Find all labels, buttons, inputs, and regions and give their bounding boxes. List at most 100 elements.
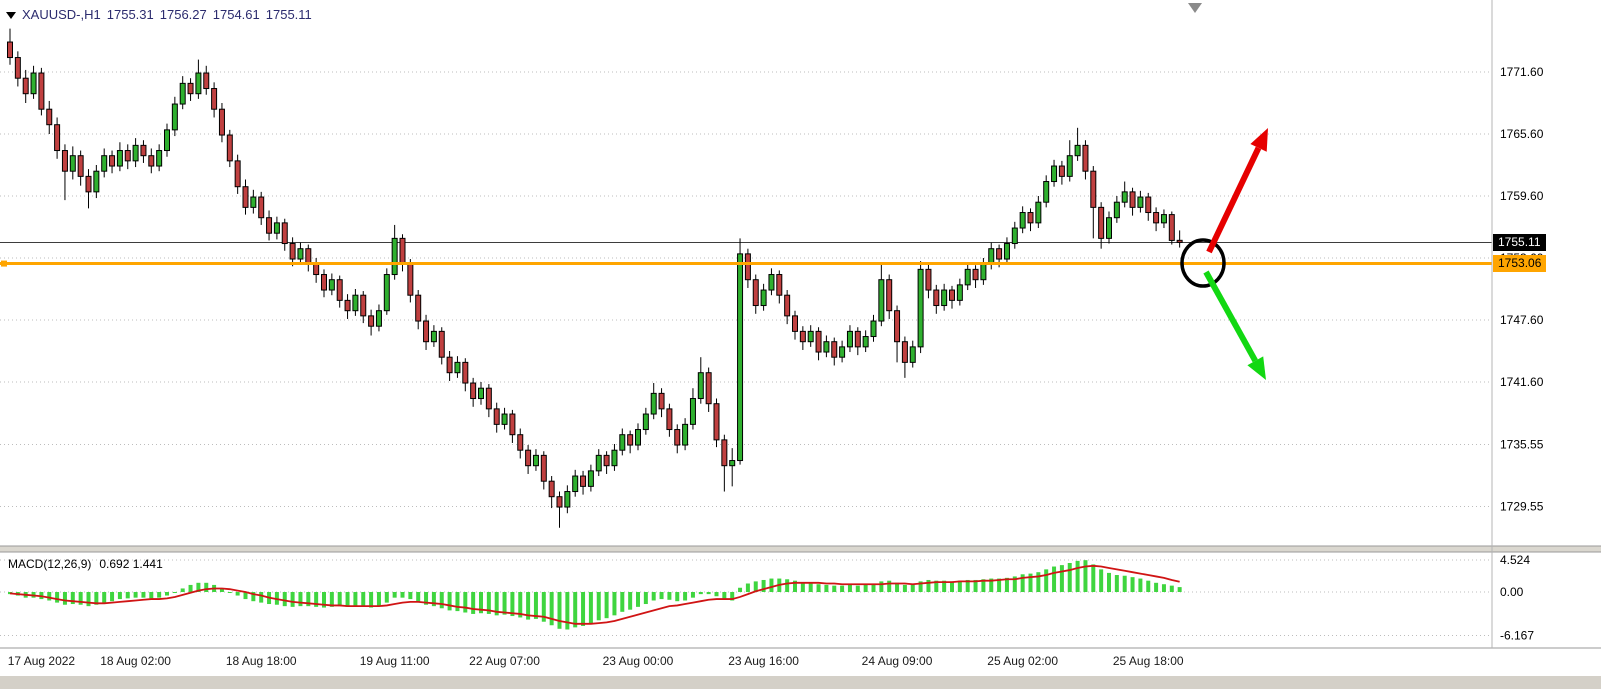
symbol-timeframe: XAUUSD-,H1 xyxy=(22,7,101,22)
macd-histogram-bar xyxy=(643,592,648,605)
macd-histogram-bar xyxy=(730,592,735,601)
macd-histogram-bar xyxy=(165,592,169,596)
bull-candle xyxy=(650,392,657,415)
macd-histogram-bar xyxy=(526,592,531,620)
macd-histogram-bar xyxy=(353,592,358,607)
bull-candle xyxy=(1160,214,1167,224)
bear-candle xyxy=(925,268,932,291)
macd-histogram-bar xyxy=(243,592,248,600)
bull-candle xyxy=(1113,201,1120,219)
bear-candle xyxy=(258,196,265,219)
bear-candle xyxy=(109,155,116,167)
macd-histogram-bar xyxy=(895,582,900,592)
macd-histogram-bar xyxy=(541,592,546,622)
bear-candle xyxy=(423,320,430,343)
bull-candle xyxy=(1066,155,1073,177)
macd-axis-label: 4.524 xyxy=(1500,553,1530,567)
macd-histogram-bar xyxy=(1059,565,1064,592)
macd-histogram-bar xyxy=(604,592,609,619)
bear-candle xyxy=(234,160,241,188)
bear-candle xyxy=(799,330,806,343)
bear-candle xyxy=(266,217,273,234)
bull-candle xyxy=(195,72,202,95)
bear-candle xyxy=(22,77,29,95)
bear-candle xyxy=(792,315,798,332)
macd-histogram-bar xyxy=(47,592,52,601)
macd-histogram-bar xyxy=(125,592,130,599)
bear-candle xyxy=(705,372,712,405)
bear-candle xyxy=(784,294,791,317)
bull-candle xyxy=(171,103,178,131)
bear-candle xyxy=(493,408,500,425)
bull-candle xyxy=(273,222,280,234)
bull-candle xyxy=(391,237,398,276)
bull-candle xyxy=(768,274,775,291)
bull-candle xyxy=(917,268,924,348)
price-axis-label: 1771.60 xyxy=(1500,65,1544,79)
bear-candle xyxy=(462,361,469,384)
bull-candle xyxy=(682,423,689,446)
pane-splitter[interactable] xyxy=(0,546,1601,552)
bull-candle xyxy=(375,310,382,327)
bear-candle xyxy=(124,150,131,162)
bull-candle xyxy=(1011,227,1018,245)
macd-histogram-bar xyxy=(745,583,750,592)
macd-histogram-bar xyxy=(667,592,672,600)
macd-histogram-bar xyxy=(997,578,1002,592)
macd-histogram-bar xyxy=(172,592,177,593)
macd-histogram-bar xyxy=(369,592,374,608)
bull-candle xyxy=(980,263,987,281)
bull-candle xyxy=(823,341,830,353)
bull-candle xyxy=(1019,212,1026,229)
price-axis-label: 1765.60 xyxy=(1500,127,1544,141)
macd-histogram-bar xyxy=(855,585,860,592)
macd-histogram-bar xyxy=(133,592,138,598)
bear-candle xyxy=(1145,196,1152,214)
macd-histogram-bar xyxy=(86,592,91,607)
bull-candle xyxy=(132,144,139,162)
macd-histogram-bar xyxy=(282,592,287,607)
time-axis-label: 18 Aug 18:00 xyxy=(226,654,297,668)
macd-histogram-bar xyxy=(55,592,60,603)
macd-histogram-bar xyxy=(117,592,122,600)
macd-histogram-bar xyxy=(1146,580,1151,592)
bear-candle xyxy=(713,403,720,441)
bear-candle xyxy=(886,279,893,312)
macd-histogram-bar xyxy=(455,592,460,612)
bull-candle xyxy=(689,398,696,425)
macd-indicator-label: MACD(12,26,9) 0.692 1.441 xyxy=(8,557,163,571)
bull-candle xyxy=(1051,165,1058,183)
bear-candle xyxy=(211,88,218,110)
bull-candle xyxy=(862,336,869,348)
macd-histogram-bar xyxy=(533,592,538,619)
bear-candle xyxy=(972,268,979,281)
time-axis-label: 22 Aug 07:00 xyxy=(469,654,540,668)
bear-candle xyxy=(14,57,21,79)
macd-histogram-bar xyxy=(1036,572,1041,592)
macd-histogram-bar xyxy=(510,592,515,617)
macd-histogram-bar xyxy=(1122,575,1127,592)
macd-histogram-bar xyxy=(227,592,232,593)
bear-candle xyxy=(415,294,422,322)
macd-histogram-bar xyxy=(887,580,892,592)
bear-candle xyxy=(187,82,194,95)
macd-histogram-bar xyxy=(698,592,703,595)
bear-candle xyxy=(548,480,555,498)
bear-candle xyxy=(1098,206,1105,239)
macd-histogram-bar xyxy=(636,592,640,607)
macd-histogram-bar xyxy=(793,580,797,592)
bear-candle xyxy=(996,248,1003,260)
macd-histogram-bar xyxy=(314,592,319,607)
bear-candle xyxy=(933,289,940,307)
bear-candle xyxy=(894,310,901,343)
bear-candle xyxy=(7,41,13,59)
hline-anchor[interactable] xyxy=(1,260,7,267)
bear-candle xyxy=(446,356,453,374)
macd-histogram-bar xyxy=(471,592,476,614)
macd-histogram-bar xyxy=(306,592,311,607)
price-axis-label: 1729.55 xyxy=(1500,500,1544,514)
bull-candle xyxy=(642,413,649,431)
macd-histogram-bar xyxy=(196,582,201,592)
macd-histogram-bar xyxy=(863,584,868,592)
